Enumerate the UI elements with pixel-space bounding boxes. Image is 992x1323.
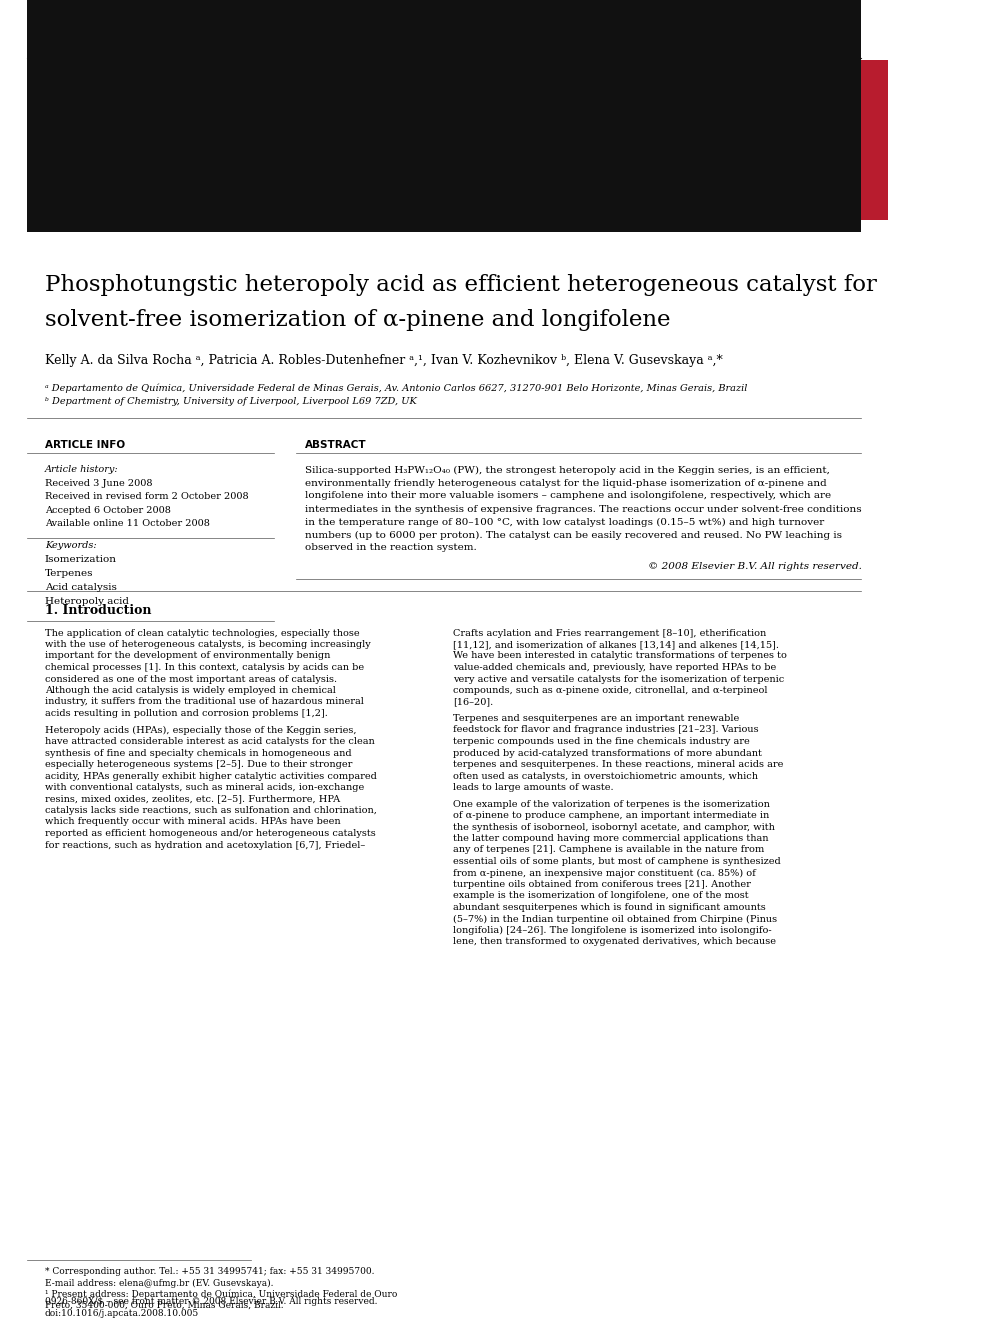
Text: essential oils of some plants, but most of camphene is synthesized: essential oils of some plants, but most … [453,857,781,867]
Text: E-mail address: elena@ufmg.br (EV. Gusevskaya).: E-mail address: elena@ufmg.br (EV. Gusev… [45,1278,274,1287]
Text: Terpenes and sesquiterpenes are an important renewable: Terpenes and sesquiterpenes are an impor… [453,714,739,722]
Text: environmentally friendly heterogeneous catalyst for the liquid-phase isomerizati: environmentally friendly heterogeneous c… [306,479,827,487]
Text: numbers (up to 6000 per proton). The catalyst can be easily recovered and reused: numbers (up to 6000 per proton). The cat… [306,531,842,540]
Text: any of terpenes [21]. Camphene is available in the nature from: any of terpenes [21]. Camphene is availa… [453,845,765,855]
Text: ABSTRACT: ABSTRACT [306,441,367,450]
Text: We have been interested in catalytic transformations of terpenes to: We have been interested in catalytic tra… [453,651,787,660]
Text: terpenes and sesquiterpenes. In these reactions, mineral acids are: terpenes and sesquiterpenes. In these re… [453,759,784,769]
Text: ARTICLE INFO: ARTICLE INFO [45,441,125,450]
Text: reported as efficient homogeneous and/or heterogeneous catalysts: reported as efficient homogeneous and/or… [45,830,376,837]
Text: catalysis lacks side reactions, such as sulfonation and chlorination,: catalysis lacks side reactions, such as … [45,806,377,815]
Text: especially heterogeneous systems [2–5]. Due to their stronger: especially heterogeneous systems [2–5]. … [45,759,352,769]
Text: example is the isomerization of longifolene, one of the most: example is the isomerization of longifol… [453,892,749,901]
Text: (5–7%) in the Indian turpentine oil obtained from Chirpine (Pinus: (5–7%) in the Indian turpentine oil obta… [453,914,778,923]
Text: Kelly A. da Silva Rocha ᵃ, Patricia A. Robles-Dutenhefner ᵃ,¹, Ivan V. Kozhevnik: Kelly A. da Silva Rocha ᵃ, Patricia A. R… [45,353,722,366]
Text: CATALYSIS
A: GENERAL: CATALYSIS A: GENERAL [796,130,847,149]
Text: often used as catalysts, in overstoichiometric amounts, which: often used as catalysts, in overstoichio… [453,771,758,781]
Text: acids resulting in pollution and corrosion problems [1,2].: acids resulting in pollution and corrosi… [45,709,327,718]
Text: resins, mixed oxides, zeolites, etc. [2–5]. Furthermore, HPA: resins, mixed oxides, zeolites, etc. [2–… [45,795,340,803]
Text: Contents lists available at: Contents lists available at [307,77,445,87]
Text: terpenic compounds used in the fine chemicals industry are: terpenic compounds used in the fine chem… [453,737,750,746]
Text: from α-pinene, an inexpensive major constituent (ca. 85%) of: from α-pinene, an inexpensive major cons… [453,868,756,877]
Text: have attracted considerable interest as acid catalysts for the clean: have attracted considerable interest as … [45,737,375,746]
Text: the synthesis of isoborneol, isobornyl acetate, and camphor, with: the synthesis of isoborneol, isobornyl a… [453,823,775,831]
Text: * Corresponding author. Tel.: +55 31 34995741; fax: +55 31 34995700.: * Corresponding author. Tel.: +55 31 349… [45,1267,374,1277]
Text: 0926-860X/$ – see front matter © 2008 Elsevier B.V. All rights reserved.: 0926-860X/$ – see front matter © 2008 El… [45,1298,377,1307]
Text: Acid catalysis: Acid catalysis [45,583,117,593]
Text: Article history:: Article history: [45,466,118,475]
Text: value-added chemicals and, previously, have reported HPAs to be: value-added chemicals and, previously, h… [453,663,777,672]
Text: important for the development of environmentally benign: important for the development of environ… [45,651,330,660]
Text: Applied Catalysis A: General 352 (2009) 188–192: Applied Catalysis A: General 352 (2009) … [315,41,574,49]
Text: produced by acid-catalyzed transformations of more abundant: produced by acid-catalyzed transformatio… [453,749,762,758]
Text: lene, then transformed to oxygenated derivatives, which because: lene, then transformed to oxygenated der… [453,938,776,946]
Text: very active and versatile catalysts for the isomerization of terpenic: very active and versatile catalysts for … [453,675,785,684]
Text: turpentine oils obtained from coniferous trees [21]. Another: turpentine oils obtained from coniferous… [453,880,751,889]
Text: the latter compound having more commercial applications than: the latter compound having more commerci… [453,833,769,843]
Text: chemical processes [1]. In this context, catalysis by acids can be: chemical processes [1]. In this context,… [45,663,364,672]
Text: ELSEVIER: ELSEVIER [53,135,104,146]
Text: [11,12], and isomerization of alkanes [13,14] and alkenes [14,15].: [11,12], and isomerization of alkanes [1… [453,640,779,650]
FancyBboxPatch shape [27,60,772,220]
Text: Received in revised form 2 October 2008: Received in revised form 2 October 2008 [45,492,248,501]
Text: Phosphotungstic heteropoly acid as efficient heterogeneous catalyst for: Phosphotungstic heteropoly acid as effic… [45,274,877,296]
Text: Heteropoly acid: Heteropoly acid [45,598,129,606]
Text: intermediates in the synthesis of expensive fragrances. The reactions occur unde: intermediates in the synthesis of expens… [306,504,862,513]
Text: Although the acid catalysis is widely employed in chemical: Although the acid catalysis is widely em… [45,687,335,695]
Bar [27,60,130,220]
Text: Isomerization: Isomerization [45,556,117,565]
Text: Keywords:: Keywords: [45,541,96,550]
Text: Accepted 6 October 2008: Accepted 6 October 2008 [45,505,171,515]
Text: for reactions, such as hydration and acetoxylation [6,7], Friedel–: for reactions, such as hydration and ace… [45,840,365,849]
Text: considered as one of the most important areas of catalysis.: considered as one of the most important … [45,675,337,684]
Text: The application of clean catalytic technologies, especially those: The application of clean catalytic techn… [45,628,359,638]
Text: Crafts acylation and Fries rearrangement [8–10], etherification: Crafts acylation and Fries rearrangement… [453,628,767,638]
Text: longifolia) [24–26]. The longifolene is isomerized into isolongifo-: longifolia) [24–26]. The longifolene is … [453,926,772,935]
Text: [16–20].: [16–20]. [453,697,493,706]
Text: feedstock for flavor and fragrance industries [21–23]. Various: feedstock for flavor and fragrance indus… [453,725,759,734]
Text: in the temperature range of 80–100 °C, with low catalyst loadings (0.15–5 wt%) a: in the temperature range of 80–100 °C, w… [306,517,824,527]
Text: One example of the valorization of terpenes is the isomerization: One example of the valorization of terpe… [453,799,770,808]
Text: observed in the reaction system.: observed in the reaction system. [306,544,477,553]
Text: Received 3 June 2008: Received 3 June 2008 [45,479,153,488]
Text: ScienceDirect: ScienceDirect [445,77,517,87]
Text: industry, it suffers from the traditional use of hazardous mineral: industry, it suffers from the traditiona… [45,697,364,706]
Text: ¹ Present address: Departamento de Química, Universidade Federal de Ouro: ¹ Present address: Departamento de Quími… [45,1289,397,1299]
Text: Terpenes: Terpenes [45,569,93,578]
Text: with conventional catalysts, such as mineral acids, ion-exchange: with conventional catalysts, such as min… [45,783,364,792]
Text: ᵇ Department of Chemistry, University of Liverpool, Liverpool L69 7ZD, UK: ᵇ Department of Chemistry, University of… [45,397,417,406]
Text: 1. Introduction: 1. Introduction [45,605,152,618]
Bar [754,60,889,220]
Text: with the use of heterogeneous catalysts, is becoming increasingly: with the use of heterogeneous catalysts,… [45,640,371,650]
Text: compounds, such as α-pinene oxide, citronellal, and α-terpineol: compounds, such as α-pinene oxide, citro… [453,687,768,695]
Text: Silica-supported H₃PW₁₂O₄₀ (PW), the strongest heteropoly acid in the Keggin ser: Silica-supported H₃PW₁₂O₄₀ (PW), the str… [306,466,830,475]
Text: © 2008 Elsevier B.V. All rights reserved.: © 2008 Elsevier B.V. All rights reserved… [648,561,861,570]
Text: longifolene into their more valuable isomers – camphene and isolongifolene, resp: longifolene into their more valuable iso… [306,492,831,500]
Text: Preto, 35400-000, Ouro Preto, Minas Gerais, Brazil.: Preto, 35400-000, Ouro Preto, Minas Gera… [45,1301,284,1310]
Text: solvent-free isomerization of α-pinene and longifolene: solvent-free isomerization of α-pinene a… [45,310,671,331]
Text: Applied Catalysis A: General: Applied Catalysis A: General [255,108,618,131]
Text: Available online 11 October 2008: Available online 11 October 2008 [45,519,209,528]
Text: journal homepage: www.elsevier.com/locate/apcata: journal homepage: www.elsevier.com/locat… [302,157,571,168]
Text: which frequently occur with mineral acids. HPAs have been: which frequently occur with mineral acid… [45,818,340,827]
Text: Heteropoly acids (HPAs), especially those of the Keggin series,: Heteropoly acids (HPAs), especially thos… [45,725,356,734]
Text: synthesis of fine and specialty chemicals in homogeneous and: synthesis of fine and specialty chemical… [45,749,351,758]
Text: abundant sesquiterpenes which is found in significant amounts: abundant sesquiterpenes which is found i… [453,904,766,912]
Text: of α-pinene to produce camphene, an important intermediate in: of α-pinene to produce camphene, an impo… [453,811,770,820]
Text: acidity, HPAs generally exhibit higher catalytic activities compared: acidity, HPAs generally exhibit higher c… [45,771,377,781]
Text: leads to large amounts of waste.: leads to large amounts of waste. [453,783,614,792]
Text: doi:10.1016/j.apcata.2008.10.005: doi:10.1016/j.apcata.2008.10.005 [45,1308,199,1318]
Text: ᵃ Departamento de Química, Universidade Federal de Minas Gerais, Av. Antonio Car: ᵃ Departamento de Química, Universidade … [45,384,747,393]
